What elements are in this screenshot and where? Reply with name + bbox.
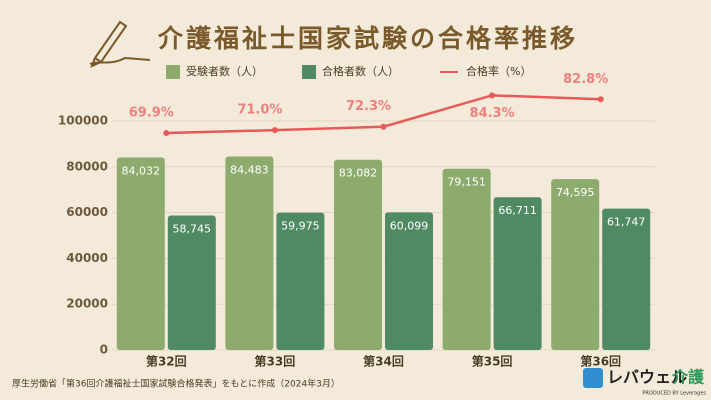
logo-suffix: 介護 <box>671 368 705 387</box>
x-tick-label: 第32回 <box>146 354 187 369</box>
bar <box>225 156 274 350</box>
bar-value-label: 59,975 <box>281 220 320 233</box>
x-tick-label: 第33回 <box>255 354 296 369</box>
bar <box>334 159 382 350</box>
bar <box>442 168 491 350</box>
bar <box>602 208 651 350</box>
y-tick-label: 20000 <box>66 297 108 311</box>
bar <box>551 179 600 350</box>
rate-point <box>597 96 604 103</box>
bar-value-label: 60,099 <box>390 219 429 232</box>
bar-value-label: 83,082 <box>339 167 378 180</box>
bar <box>385 212 433 350</box>
y-tick-label: 100000 <box>58 113 108 127</box>
bar-value-label: 84,483 <box>230 164 269 177</box>
rate-point <box>380 123 387 130</box>
y-tick-label: 80000 <box>66 159 108 173</box>
pencil-icon <box>89 20 151 68</box>
legend-label: 合格率（%） <box>466 64 531 78</box>
rate-label: 72.3% <box>346 99 391 114</box>
rate-label: 69.9% <box>129 106 174 121</box>
bar <box>493 197 542 350</box>
legend-swatch <box>302 65 316 79</box>
rate-point <box>271 127 278 134</box>
bar <box>167 215 216 350</box>
logo: レバウェル 介護 PRODUCED BY Leverages <box>583 368 706 397</box>
rate-label: 82.8% <box>563 72 608 87</box>
bar-value-label: 61,747 <box>607 216 646 229</box>
source-note: 厚生労働省「第36回介護福祉士国家試験合格発表」をもとに作成（2024年3月） <box>12 378 340 390</box>
bar-value-label: 66,711 <box>498 204 537 217</box>
y-tick-label: 60000 <box>66 205 108 219</box>
x-tick-label: 第36回 <box>580 354 621 369</box>
logo-brand: レバウェル <box>607 368 687 387</box>
rate-point <box>163 130 170 137</box>
chart-title: 介護福祉士国家試験の合格率推移 <box>157 24 578 53</box>
bar-value-label: 74,595 <box>556 186 595 199</box>
y-tick-label: 0 <box>100 343 108 357</box>
logo-icon <box>583 368 603 388</box>
logo-sub: PRODUCED BY Leverages <box>642 391 706 397</box>
bar <box>116 157 165 350</box>
x-tick-label: 第35回 <box>472 354 513 369</box>
rate-label: 71.0% <box>237 103 282 118</box>
bar-value-label: 79,151 <box>447 176 486 189</box>
bar <box>276 212 325 350</box>
rate-point <box>489 92 496 99</box>
rate-label: 84.3% <box>470 106 515 121</box>
bar-value-label: 58,745 <box>173 222 212 235</box>
bar-value-label: 84,032 <box>122 165 161 178</box>
x-tick-label: 第34回 <box>363 354 404 369</box>
legend-label: 受験者数（人） <box>186 64 263 78</box>
legend-label: 合格者数（人） <box>322 64 399 78</box>
legend-swatch <box>166 65 180 79</box>
y-tick-label: 40000 <box>66 251 108 265</box>
